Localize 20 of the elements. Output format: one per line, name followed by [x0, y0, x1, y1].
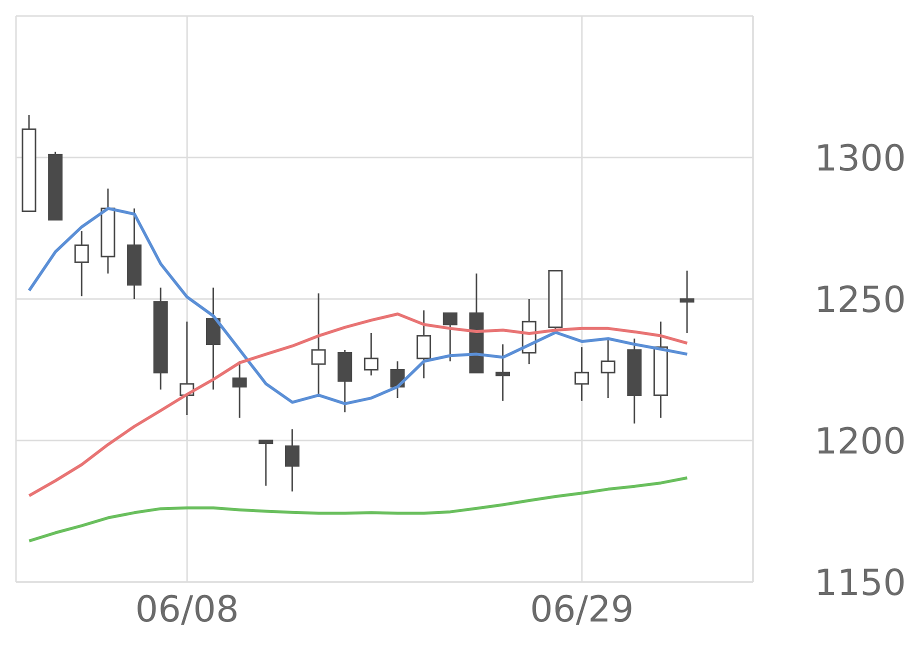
- candlestick: [600, 338, 616, 399]
- line-series: [28, 476, 689, 542]
- candlestick: [416, 310, 432, 379]
- candlestick: [284, 428, 300, 492]
- x-tick-label: 06/29: [530, 590, 634, 631]
- line-series: [28, 206, 689, 406]
- candlestick: [496, 344, 510, 402]
- y-tick-label: 1300: [814, 138, 906, 180]
- candlestick: [364, 332, 378, 376]
- candlestick: [74, 230, 89, 297]
- x-tick-label: 06/08: [135, 590, 239, 631]
- candlestick: [442, 312, 458, 362]
- line-series: [28, 312, 689, 498]
- candlestick: [258, 440, 274, 487]
- candlestick: [311, 292, 326, 396]
- candlestick: [574, 346, 589, 402]
- y-tick-label: 1200: [814, 421, 906, 462]
- y-tick-label: 1250: [814, 280, 906, 321]
- candlestick: [680, 270, 694, 334]
- y-tick-label: 1150: [814, 562, 906, 604]
